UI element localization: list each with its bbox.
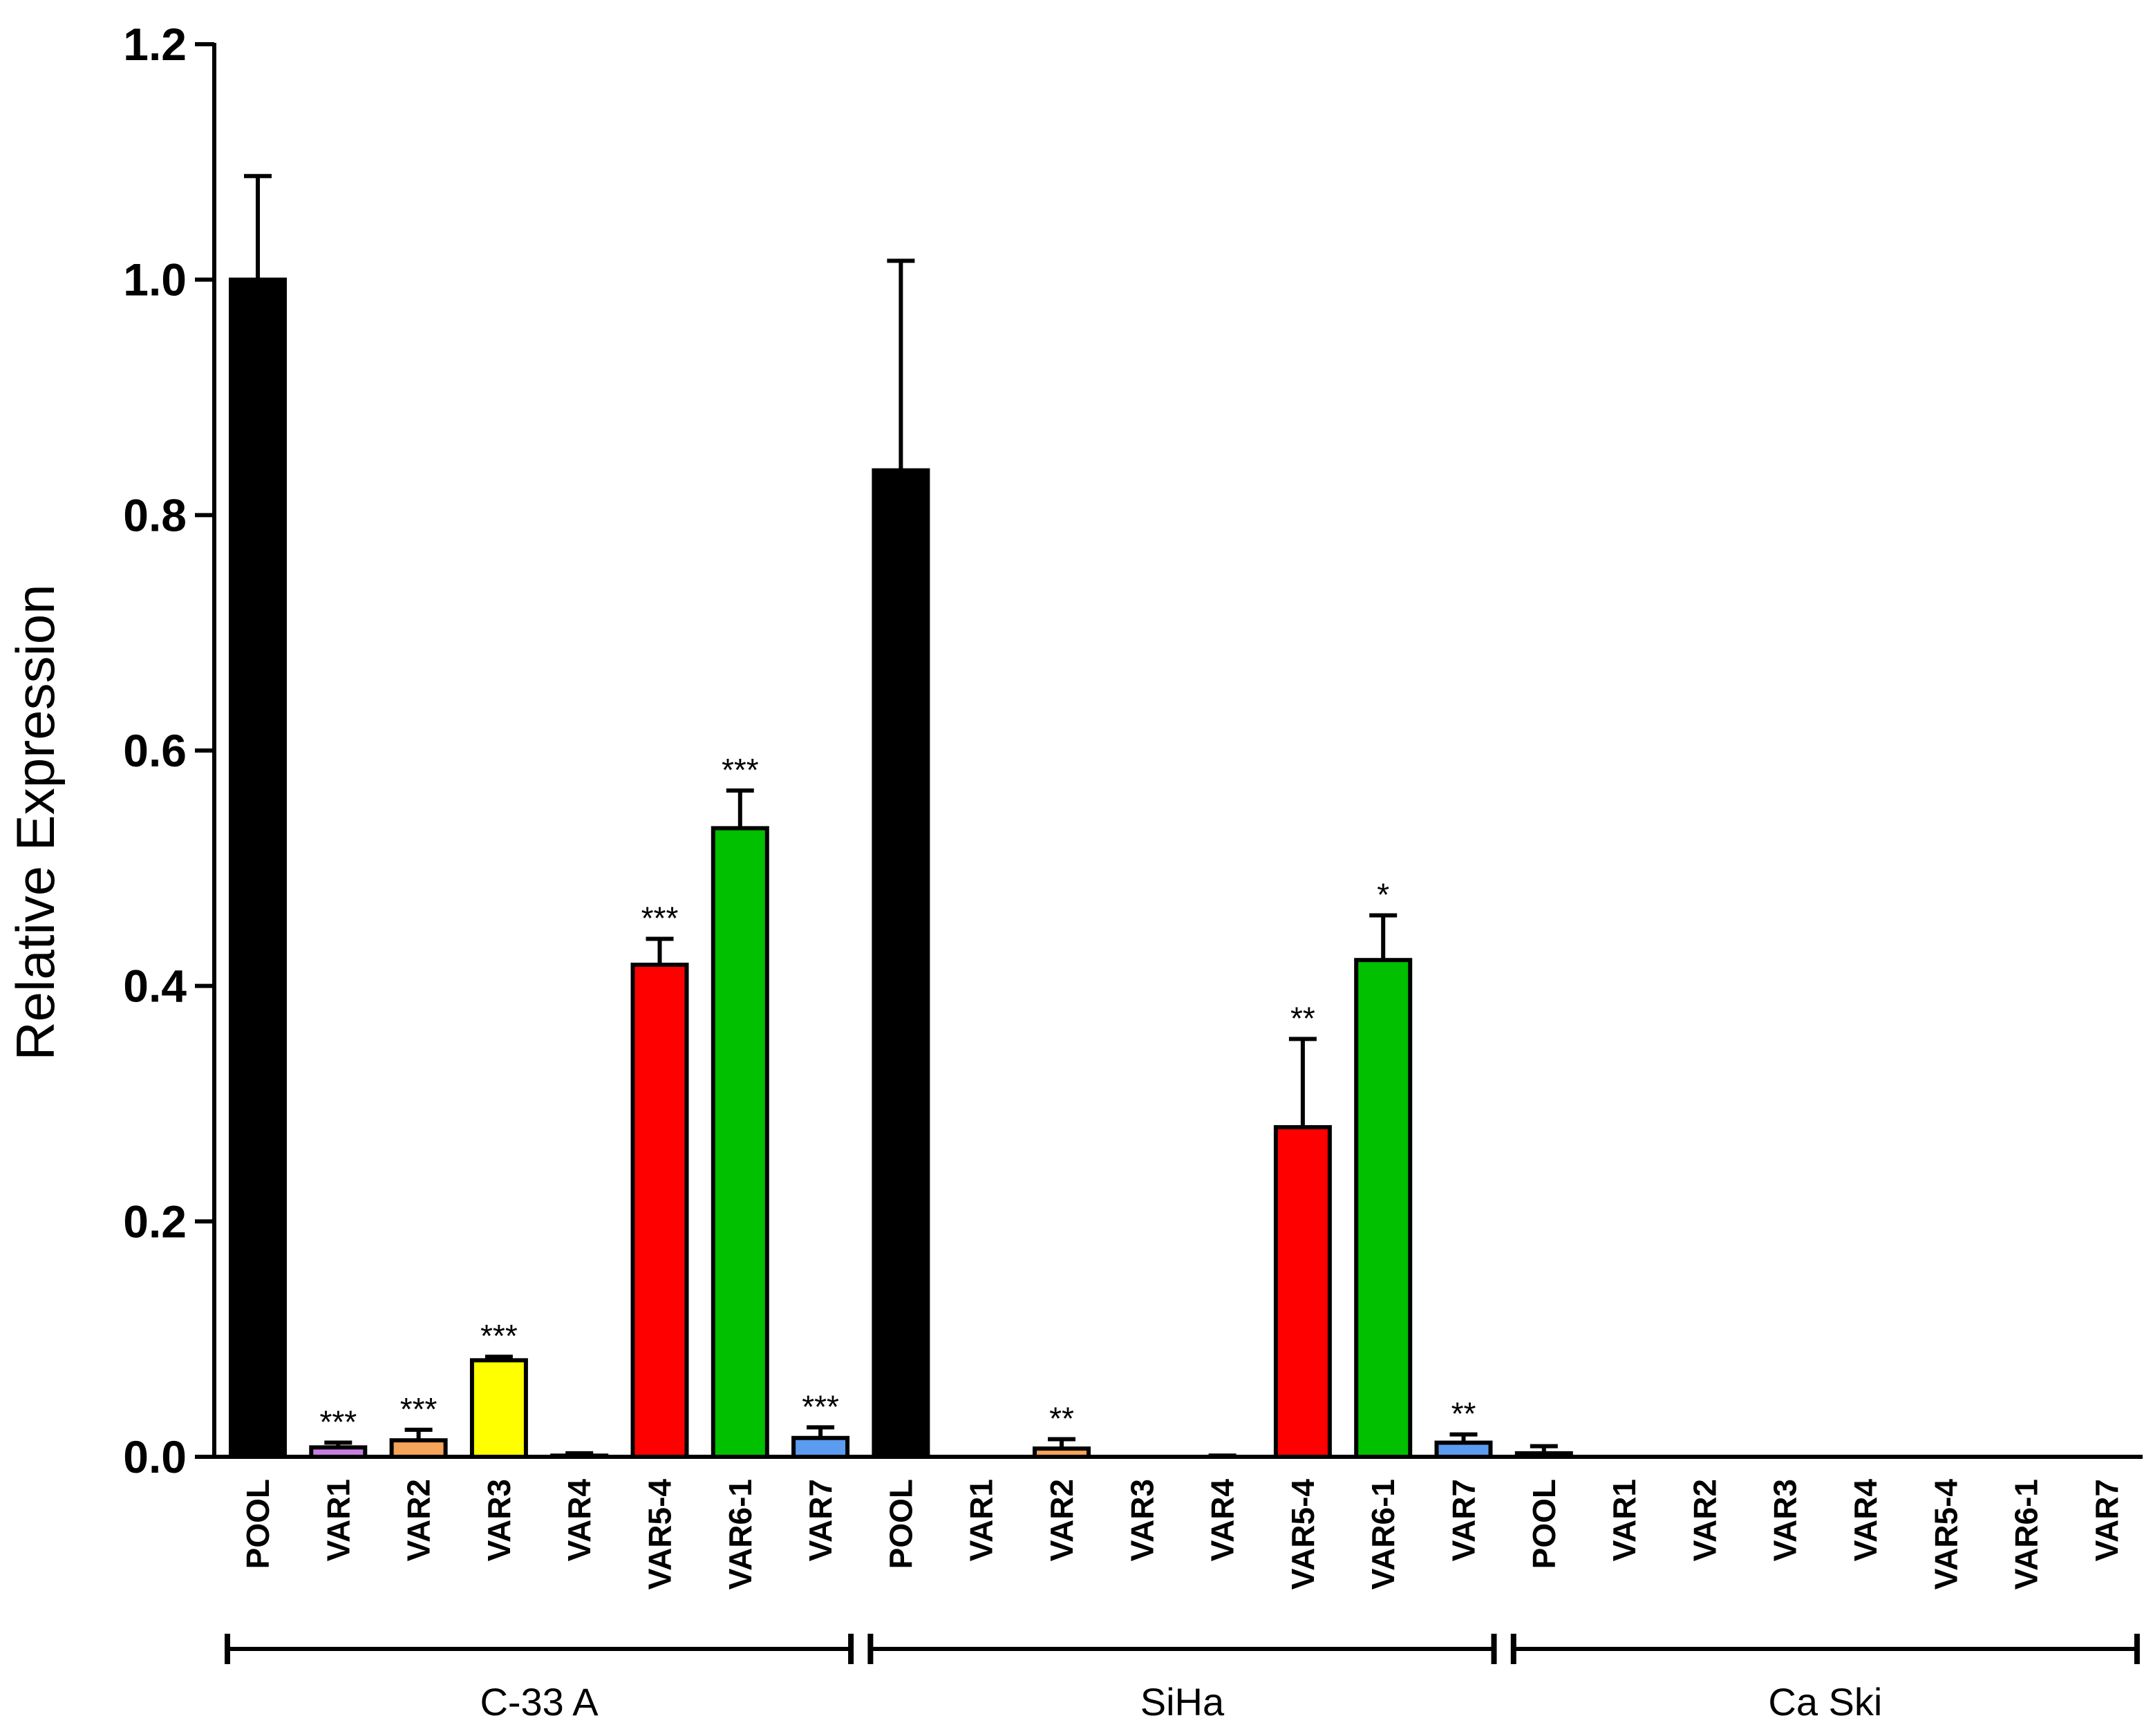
x-tick-label: VAR3 (481, 1479, 517, 1561)
plot-axes: 0.0 0.2 0.4 0.6 0.8 1.0 1.2 (123, 19, 2143, 1482)
significance-label: ** (1290, 1000, 1315, 1036)
x-tick-label: VAR1 (963, 1479, 999, 1561)
y-tick-label: 0.2 (123, 1196, 187, 1247)
plot-bars (229, 173, 1573, 1460)
x-tick-label: POOL (1526, 1479, 1562, 1569)
significance-label: *** (480, 1318, 518, 1354)
x-tick-label: VAR4 (1848, 1479, 1883, 1562)
x-tick-label: VAR3 (1767, 1479, 1803, 1561)
significance-label: *** (641, 900, 679, 936)
bar (309, 1445, 368, 1459)
bar (711, 826, 769, 1460)
x-tick-label: VAR7 (802, 1479, 838, 1561)
significance-label: *** (802, 1388, 839, 1424)
significance-label: *** (319, 1404, 357, 1440)
x-tick-label: VAR4 (1205, 1479, 1241, 1562)
significance-label: ** (1049, 1400, 1074, 1436)
bar (1033, 1446, 1091, 1459)
significance-label: * (1377, 876, 1389, 912)
x-tick-label: VAR4 (561, 1479, 597, 1562)
x-tick-label: VAR5-4 (1285, 1479, 1321, 1590)
significance-label: *** (722, 752, 759, 788)
plot-labels: POOL***VAR1***VAR2***VAR3 VAR4***VAR5-4**… (225, 752, 2140, 1724)
significance-label: ** (1451, 1396, 1476, 1432)
x-tick-label: VAR6-1 (722, 1479, 758, 1589)
group-label: Ca Ski (1768, 1680, 1882, 1724)
x-tick-label: VAR1 (1606, 1479, 1642, 1561)
y-tick-label: 1.0 (123, 254, 187, 305)
y-tick-label: 1.2 (123, 19, 187, 70)
y-tick-label: 0.0 (123, 1431, 187, 1482)
y-tick-label: 0.8 (123, 489, 187, 540)
x-tick-label: VAR2 (401, 1479, 437, 1561)
bar (1514, 1451, 1573, 1459)
bar (229, 277, 287, 1460)
x-tick-label: POOL (240, 1479, 276, 1569)
x-tick-label: POOL (883, 1479, 919, 1569)
bar (872, 468, 930, 1459)
bar (469, 1358, 528, 1459)
x-tick-label: VAR5-4 (642, 1479, 678, 1590)
bar (389, 1438, 448, 1459)
significance-label: *** (400, 1391, 438, 1427)
bar (1273, 1125, 1332, 1459)
x-tick-label: VAR7 (1446, 1479, 1482, 1561)
group-label: C-33 A (480, 1680, 599, 1724)
x-tick-label: VAR3 (1124, 1479, 1160, 1561)
bar (630, 963, 689, 1460)
x-tick-label: VAR6-1 (2009, 1479, 2044, 1589)
x-tick-label: VAR6-1 (1365, 1479, 1401, 1589)
bar (1354, 958, 1413, 1459)
bar (1434, 1440, 1493, 1460)
x-tick-label: VAR2 (1044, 1479, 1080, 1561)
x-tick-label: VAR1 (320, 1479, 356, 1561)
y-tick-label: 0.4 (123, 961, 187, 1012)
x-tick-label: VAR7 (2089, 1479, 2125, 1561)
x-tick-label: VAR5-4 (1928, 1479, 1964, 1590)
x-tick-label: VAR2 (1686, 1479, 1722, 1561)
group-label: SiHa (1140, 1680, 1225, 1724)
y-axis-label: Relative Expression (5, 584, 66, 1060)
y-tick-label: 0.6 (123, 725, 187, 776)
bar (791, 1435, 850, 1459)
bar (550, 1453, 609, 1459)
